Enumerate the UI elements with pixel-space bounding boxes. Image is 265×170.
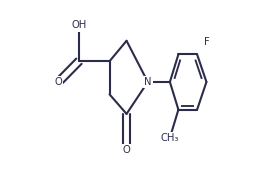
Text: O: O: [55, 77, 63, 87]
Text: O: O: [123, 145, 130, 155]
Text: OH: OH: [71, 21, 87, 30]
Text: F: F: [204, 37, 209, 47]
Text: N: N: [144, 77, 152, 87]
Text: CH₃: CH₃: [161, 133, 179, 143]
